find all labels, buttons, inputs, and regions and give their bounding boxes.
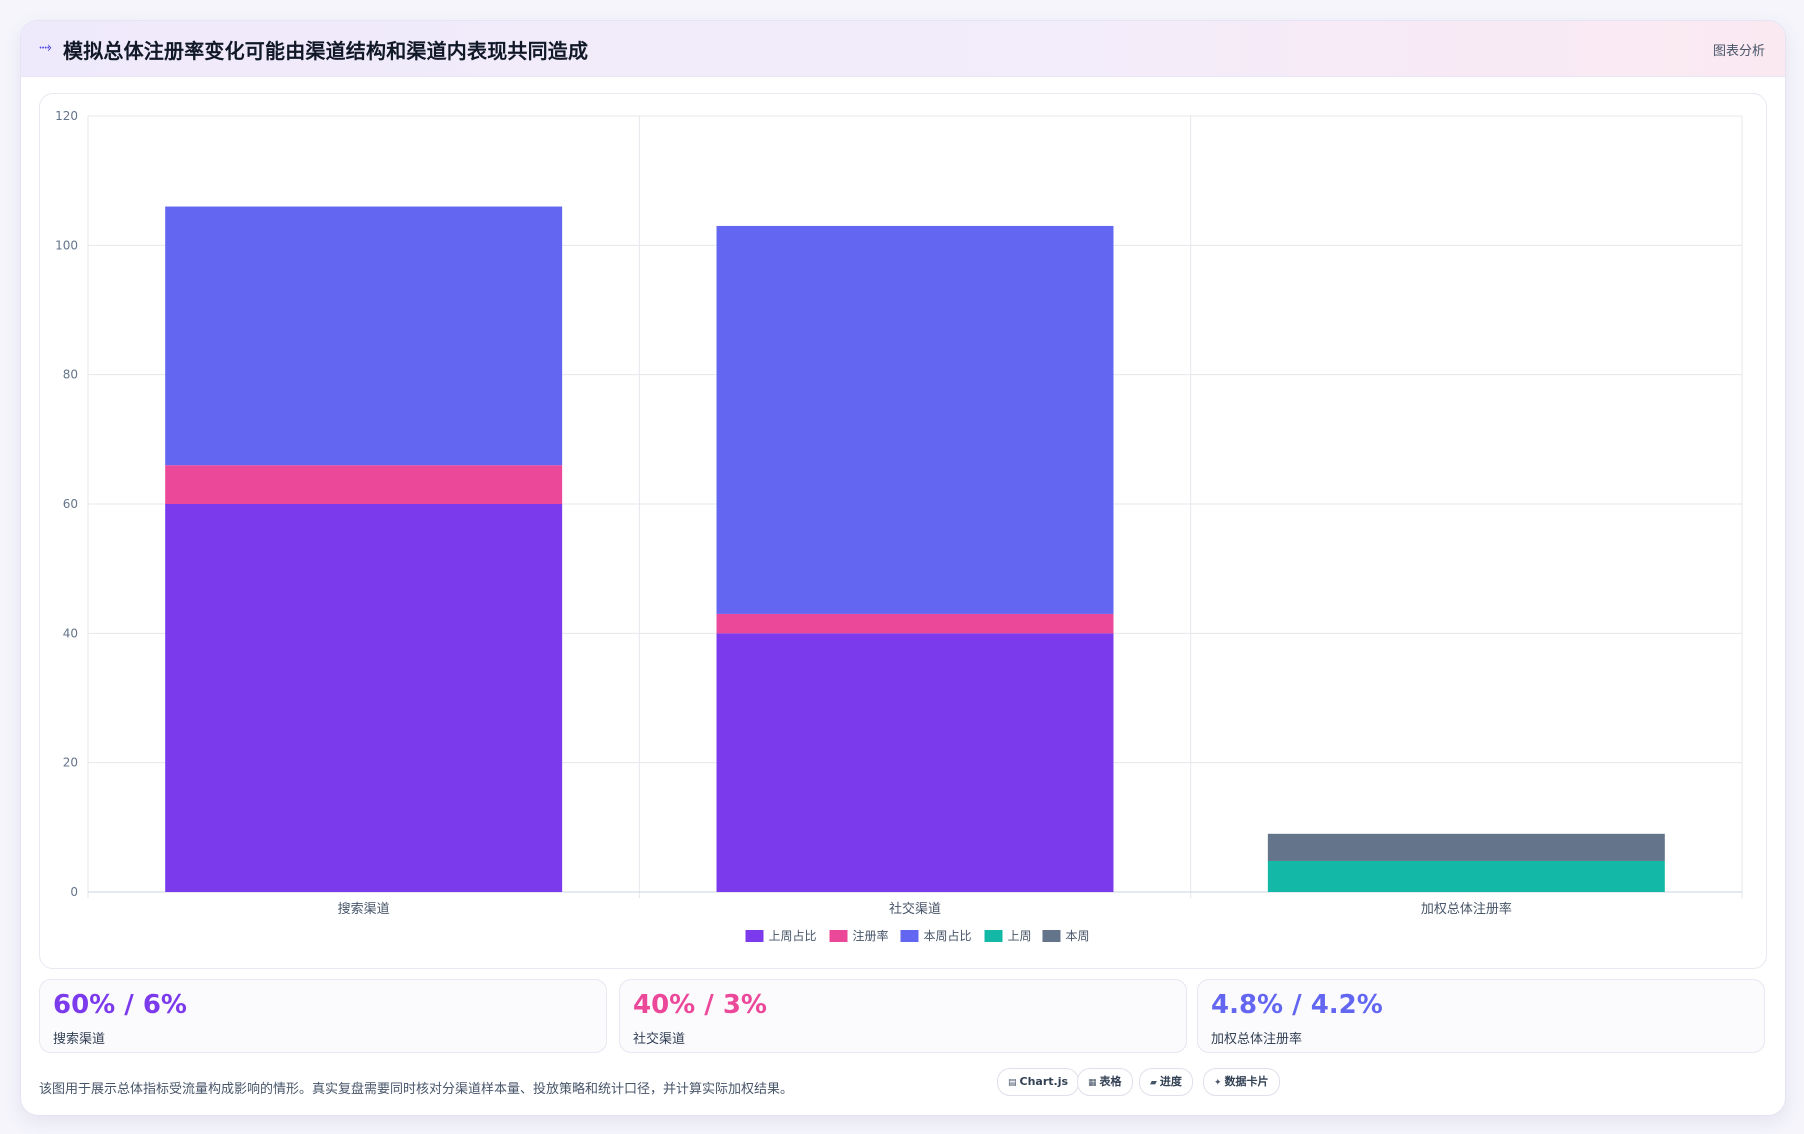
stat-cards: 60% / 6% 搜索渠道 40% / 3% 社交渠道 4.8% / 4.2% … [39, 979, 1765, 1053]
tag-chartjs[interactable]: ▤ Chart.js [997, 1068, 1080, 1096]
page-title: 模拟总体注册率变化可能由渠道结构和渠道内表现共同造成 [63, 39, 589, 63]
legend-label: 本周占比 [924, 928, 972, 943]
tag-label: 表格 [1099, 1075, 1122, 1088]
stat-value: 4.8% / 4.2% [1211, 990, 1383, 1020]
tag-label: 数据卡片 [1224, 1075, 1269, 1088]
legend-swatch [900, 930, 919, 942]
card-header: ⤑ 模拟总体注册率变化可能由渠道结构和渠道内表现共同造成 图表分析 [21, 21, 1785, 77]
stat-label: 搜索渠道 [53, 1032, 106, 1047]
tag-table[interactable]: ▦ 表格 [1077, 1068, 1133, 1096]
stat-card-search: 60% / 6% 搜索渠道 [39, 979, 607, 1053]
y-tick-label: 100 [55, 238, 78, 252]
x-tick-label: 搜索渠道 [338, 902, 390, 917]
bar-segment [716, 225, 1114, 614]
y-tick-label: 80 [63, 368, 78, 382]
sparkle-icon: ✦ [1214, 1078, 1222, 1088]
y-tick-label: 20 [63, 756, 78, 770]
tag-label: 进度 [1159, 1075, 1182, 1088]
legend-swatch [829, 930, 848, 942]
stat-value: 60% / 6% [53, 990, 187, 1020]
y-tick-label: 0 [70, 885, 78, 899]
table-icon: ▦ [1088, 1078, 1097, 1088]
stat-card-social: 40% / 3% 社交渠道 [619, 979, 1187, 1053]
stat-card-weighted: 4.8% / 4.2% 加权总体注册率 [1197, 979, 1765, 1053]
stat-value: 40% / 3% [633, 990, 767, 1020]
legend-label: 注册率 [853, 928, 889, 943]
footer-note: 该图用于展示总体指标受流量构成影响的情形。真实复盘需要同时核对分渠道样本量、投放… [39, 1082, 794, 1097]
chart-icon: ▤ [1008, 1078, 1017, 1088]
bar-segment [1267, 860, 1665, 892]
bar-segment [165, 504, 563, 892]
y-tick-label: 40 [63, 626, 78, 640]
bar-segment [716, 633, 1114, 892]
progress-icon: ▰ [1150, 1078, 1157, 1088]
stat-label: 加权总体注册率 [1211, 1032, 1303, 1047]
stat-label: 社交渠道 [633, 1032, 686, 1047]
chart-card: ⤑ 模拟总体注册率变化可能由渠道结构和渠道内表现共同造成 图表分析 0 20 40 6… [20, 20, 1786, 1116]
chart-analysis-link[interactable]: 图表分析 [1712, 44, 1765, 59]
x-tick-label: 加权总体注册率 [1421, 901, 1512, 917]
legend-swatch [745, 930, 764, 942]
tag-data-card[interactable]: ✦ 数据卡片 [1203, 1068, 1280, 1096]
chart-panel: 0 20 40 60 80 100 120 搜索渠道 社交渠道 加权总体注册率上周占比 注册率 本周占… [39, 93, 1767, 969]
bar-segment [716, 613, 1114, 634]
tag-progress[interactable]: ▰ 进度 [1139, 1068, 1193, 1096]
bar-segment [165, 465, 563, 504]
legend-label: 本周 [1066, 929, 1090, 943]
legend-label: 上周 [1008, 929, 1032, 943]
y-tick-label: 60 [63, 497, 78, 511]
x-tick-label: 社交渠道 [889, 901, 941, 917]
legend-label: 上周占比 [769, 928, 817, 943]
bar-segment [1267, 833, 1665, 861]
legend-swatch [984, 930, 1003, 942]
y-tick-label: 120 [55, 109, 78, 123]
legend-swatch [1042, 930, 1061, 942]
trend-line-icon: ⤑ [39, 37, 52, 56]
tag-label: Chart.js [1019, 1075, 1069, 1088]
bar-segment [165, 206, 563, 466]
